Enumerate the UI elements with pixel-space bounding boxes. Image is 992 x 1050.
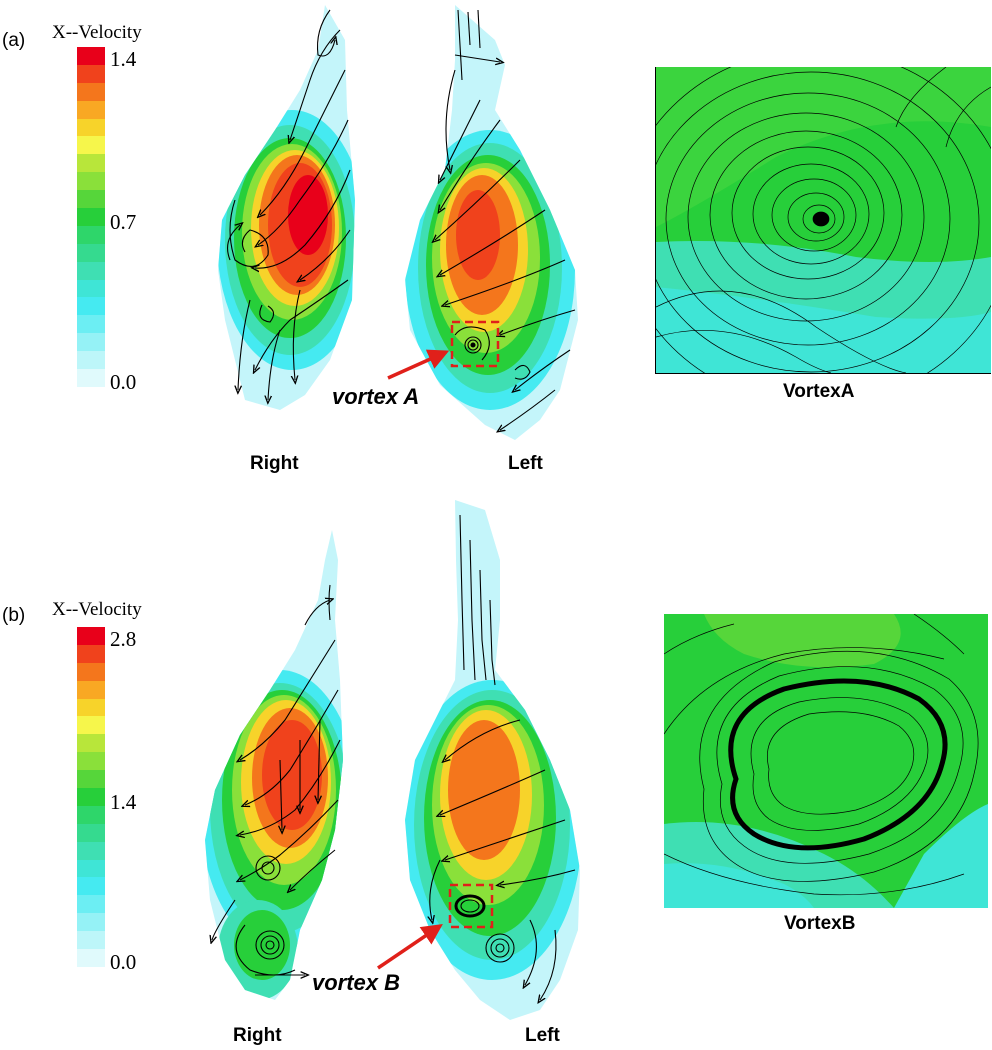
panel-a-left-caption: Left	[508, 453, 543, 474]
colorbar-swatch	[77, 752, 105, 771]
vortex-a-streamlines	[656, 67, 991, 373]
colorbar-a-max: 1.4	[110, 47, 137, 71]
colorbar-swatch	[77, 644, 105, 663]
colorbar-b-max: 2.8	[110, 627, 137, 651]
colorbar-swatch	[77, 895, 105, 914]
panel-a-right-caption: Right	[250, 453, 299, 474]
colorbar-swatch	[77, 136, 105, 155]
vortex-a-marker-box	[450, 320, 500, 368]
colorbar-swatch	[77, 279, 105, 298]
vortex-b-marker-box	[448, 883, 494, 929]
colorbar-swatch	[77, 369, 105, 387]
panel-a-label: (a)	[2, 30, 26, 51]
panel-b-left-caption: Left	[525, 1025, 560, 1046]
colorbar-swatch	[77, 315, 105, 334]
colorbar-swatch	[77, 877, 105, 896]
colorbar-swatch	[77, 734, 105, 753]
colorbar-swatch	[77, 662, 105, 681]
colorbar-swatch	[77, 680, 105, 699]
colorbar-swatch	[77, 931, 105, 950]
colorbar-swatch	[77, 64, 105, 83]
colorbar-swatch	[77, 154, 105, 173]
colorbar-swatch	[77, 770, 105, 789]
colorbar-a	[77, 47, 105, 387]
colorbar-swatch	[77, 716, 105, 735]
colorbar-swatch	[77, 805, 105, 824]
colorbar-swatch	[77, 841, 105, 860]
contour-b-right	[205, 530, 343, 1000]
vortex-b-arrow	[377, 924, 443, 970]
contour-a-left	[387, 5, 578, 440]
colorbar-b	[77, 627, 105, 967]
colorbar-swatch	[77, 297, 105, 316]
colorbar-swatch	[77, 627, 105, 645]
colorbar-swatch	[77, 698, 105, 717]
colorbar-swatch	[77, 243, 105, 262]
colorbar-swatch	[77, 208, 105, 226]
colorbar-swatch	[77, 118, 105, 137]
contour-a-right	[218, 5, 355, 410]
vortex-a-inset-caption: VortexA	[783, 381, 855, 402]
vortex-b-inset-caption: VortexB	[784, 913, 856, 934]
colorbar-b-mid: 1.4	[110, 790, 137, 814]
vortex-a-inset	[655, 67, 991, 374]
colorbar-a-title: X--Velocity	[52, 22, 142, 43]
colorbar-swatch	[77, 100, 105, 119]
colorbar-swatch	[77, 47, 105, 65]
colorbar-a-mid: 0.7	[110, 210, 137, 234]
colorbar-swatch	[77, 172, 105, 191]
panel-b-label: (b)	[2, 605, 26, 626]
colorbar-swatch	[77, 225, 105, 244]
colorbar-swatch	[77, 261, 105, 280]
colorbar-b-min: 0.0	[110, 950, 137, 974]
colorbar-swatch	[77, 949, 105, 967]
vortex-a-arrow	[387, 349, 450, 380]
colorbar-swatch	[77, 823, 105, 842]
colorbar-swatch	[77, 913, 105, 932]
colorbar-b-title: X--Velocity	[52, 599, 142, 620]
colorbar-a-min: 0.0	[110, 370, 137, 394]
colorbar-swatch	[77, 351, 105, 370]
vortex-b-inset	[664, 614, 988, 908]
vortex-a-label: vortex A	[332, 384, 420, 409]
vortex-b-label: vortex B	[312, 970, 401, 995]
vortex-b-streamlines	[664, 614, 979, 896]
colorbar-swatch	[77, 82, 105, 101]
contour-b-left	[377, 500, 580, 1020]
colorbar-swatch	[77, 859, 105, 878]
colorbar-swatch	[77, 788, 105, 806]
colorbar-swatch	[77, 333, 105, 352]
colorbar-swatch	[77, 190, 105, 209]
panel-b-right-caption: Right	[233, 1025, 282, 1046]
